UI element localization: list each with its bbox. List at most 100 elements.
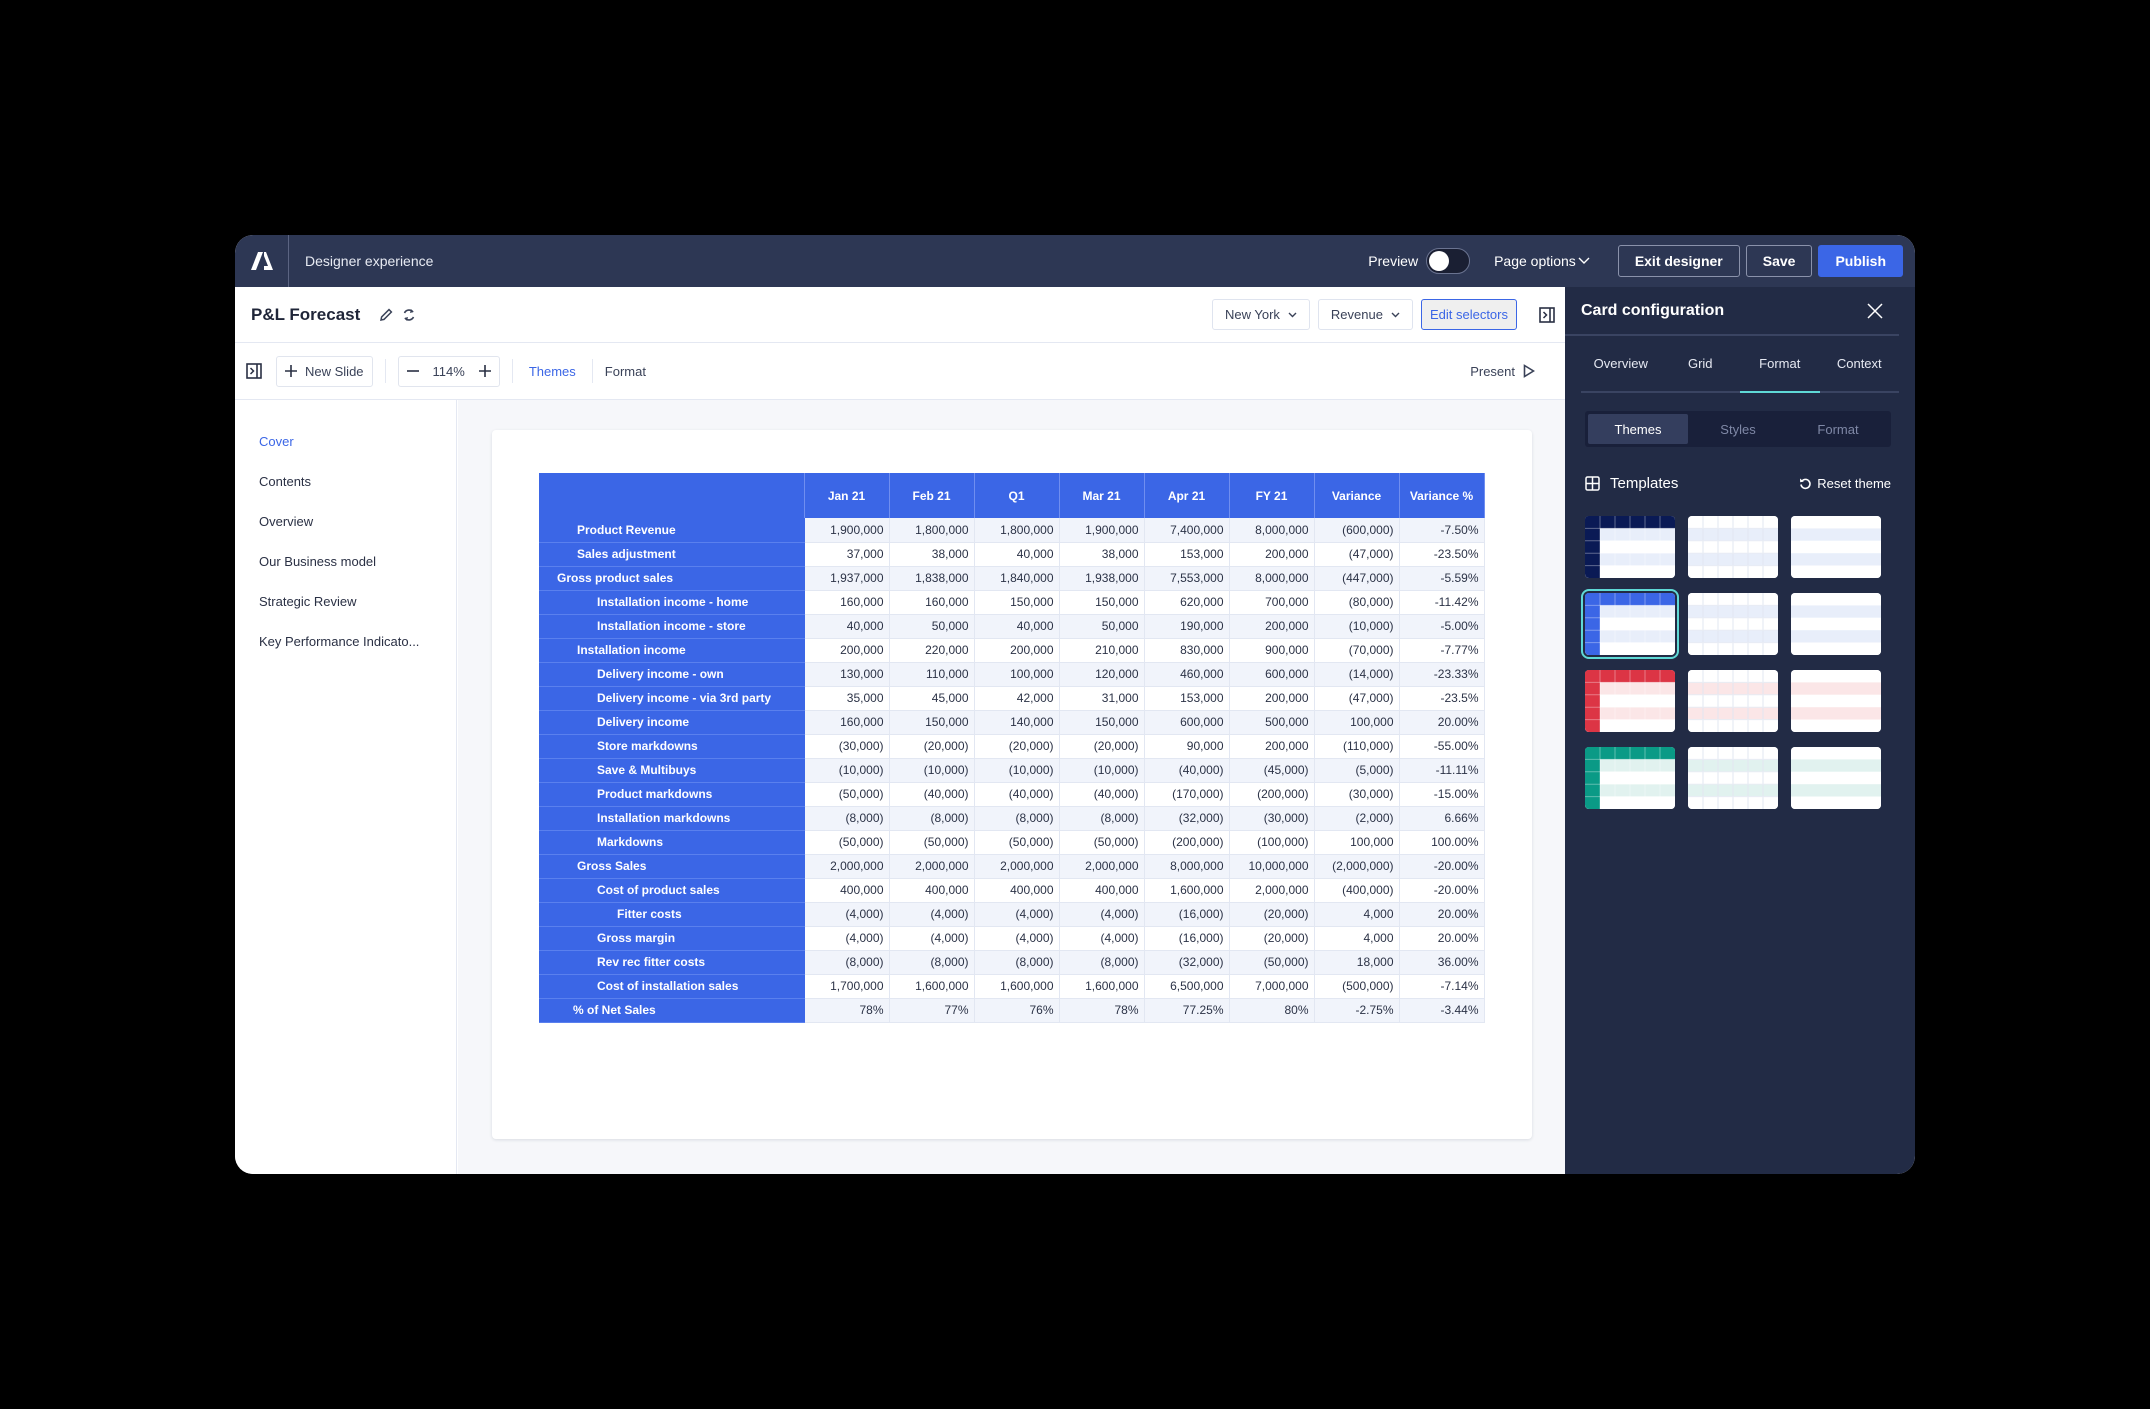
table-cell[interactable]: -20.00% bbox=[1399, 854, 1485, 879]
table-cell[interactable]: 2,000,000 bbox=[1229, 878, 1315, 903]
table-cell[interactable]: 31,000 bbox=[1059, 686, 1145, 711]
table-cell[interactable]: 78% bbox=[804, 998, 890, 1023]
table-row[interactable]: Cost of installation sales 1,700,000 1,600… bbox=[539, 974, 1485, 999]
table-cell[interactable]: 2,000,000 bbox=[804, 854, 890, 879]
table-cell[interactable]: (50,000) bbox=[804, 830, 890, 855]
zoom-out-icon[interactable] bbox=[406, 365, 419, 377]
column-header[interactable]: Mar 21 bbox=[1059, 473, 1145, 518]
table-cell[interactable]: (400,000) bbox=[1314, 878, 1400, 903]
table-cell[interactable]: 100,000 bbox=[974, 662, 1060, 687]
table-cell[interactable]: (50,000) bbox=[974, 830, 1060, 855]
table-cell[interactable]: (4,000) bbox=[1059, 926, 1145, 951]
table-cell[interactable]: 40,000 bbox=[804, 614, 890, 639]
table-cell[interactable]: (8,000) bbox=[974, 950, 1060, 975]
table-cell[interactable]: (8,000) bbox=[889, 806, 975, 831]
table-cell[interactable]: 2,000,000 bbox=[1059, 854, 1145, 879]
sidebar-item-cover[interactable]: Cover bbox=[259, 434, 294, 449]
tab-grid[interactable]: Grid bbox=[1687, 356, 1713, 371]
table-cell[interactable]: 153,000 bbox=[1144, 542, 1230, 567]
slide-card[interactable]: Jan 21 Feb 21 Q1 Mar 21 Apr 21 FY 21 Var… bbox=[492, 430, 1532, 1139]
table-cell[interactable]: (10,000) bbox=[974, 758, 1060, 783]
table-cell[interactable]: 1,838,000 bbox=[889, 566, 975, 591]
table-cell[interactable]: 8,000,000 bbox=[1229, 566, 1315, 591]
table-cell[interactable]: -7.77% bbox=[1399, 638, 1485, 663]
table-cell[interactable]: 1,937,000 bbox=[804, 566, 890, 591]
table-cell[interactable]: 76% bbox=[974, 998, 1060, 1023]
panel-toggle-icon[interactable] bbox=[1539, 306, 1555, 323]
table-row[interactable]: Delivery income 160,000 150,000 140,000 150,… bbox=[539, 710, 1485, 735]
table-cell[interactable]: 190,000 bbox=[1144, 614, 1230, 639]
table-cell[interactable]: 1,600,000 bbox=[1144, 878, 1230, 903]
table-cell[interactable]: (8,000) bbox=[1059, 950, 1145, 975]
table-cell[interactable]: (32,000) bbox=[1144, 806, 1230, 831]
column-header[interactable]: Q1 bbox=[974, 473, 1060, 518]
table-cell[interactable]: 40,000 bbox=[974, 542, 1060, 567]
table-cell[interactable]: (8,000) bbox=[804, 806, 890, 831]
template-thumbnail[interactable] bbox=[1585, 670, 1675, 732]
table-cell[interactable]: (110,000) bbox=[1314, 734, 1400, 759]
template-thumbnail[interactable] bbox=[1688, 516, 1778, 578]
metric-selector[interactable]: Revenue bbox=[1317, 299, 1413, 330]
table-cell[interactable]: 160,000 bbox=[889, 590, 975, 615]
table-cell[interactable]: (47,000) bbox=[1314, 686, 1400, 711]
column-header[interactable]: Variance bbox=[1314, 473, 1400, 518]
table-row[interactable]: Product Revenue 1,900,000 1,800,000 1,800,0… bbox=[539, 518, 1485, 543]
table-cell[interactable]: 1,840,000 bbox=[974, 566, 1060, 591]
table-cell[interactable]: 90,000 bbox=[1144, 734, 1230, 759]
table-cell[interactable]: 620,000 bbox=[1144, 590, 1230, 615]
table-cell[interactable]: 40,000 bbox=[974, 614, 1060, 639]
table-cell[interactable]: 7,553,000 bbox=[1144, 566, 1230, 591]
table-cell[interactable]: 4,000 bbox=[1314, 902, 1400, 927]
table-cell[interactable]: (4,000) bbox=[1059, 902, 1145, 927]
table-cell[interactable]: -15.00% bbox=[1399, 782, 1485, 807]
table-cell[interactable]: 6,500,000 bbox=[1144, 974, 1230, 999]
segment-format[interactable]: Format bbox=[1817, 421, 1859, 437]
present-button[interactable]: Present bbox=[1470, 364, 1535, 379]
table-cell[interactable]: -3.44% bbox=[1399, 998, 1485, 1023]
template-thumbnail[interactable] bbox=[1688, 593, 1778, 655]
table-cell[interactable]: (10,000) bbox=[1059, 758, 1145, 783]
table-cell[interactable]: (20,000) bbox=[889, 734, 975, 759]
template-thumbnail[interactable] bbox=[1791, 747, 1881, 809]
table-cell[interactable]: 200,000 bbox=[1229, 734, 1315, 759]
table-cell[interactable]: 600,000 bbox=[1144, 710, 1230, 735]
template-thumbnail[interactable] bbox=[1791, 593, 1881, 655]
table-cell[interactable]: 210,000 bbox=[1059, 638, 1145, 663]
table-cell[interactable]: 8,000,000 bbox=[1229, 518, 1315, 543]
template-thumbnail[interactable] bbox=[1688, 670, 1778, 732]
table-cell[interactable]: 110,000 bbox=[889, 662, 975, 687]
table-cell[interactable]: (170,000) bbox=[1144, 782, 1230, 807]
table-cell[interactable]: (20,000) bbox=[1229, 926, 1315, 951]
table-cell[interactable]: -20.00% bbox=[1399, 878, 1485, 903]
table-cell[interactable]: 80% bbox=[1229, 998, 1315, 1023]
preview-toggle[interactable] bbox=[1426, 248, 1471, 274]
table-cell[interactable]: 1,938,000 bbox=[1059, 566, 1145, 591]
table-cell[interactable]: (8,000) bbox=[974, 806, 1060, 831]
table-cell[interactable]: 37,000 bbox=[804, 542, 890, 567]
column-header[interactable]: Apr 21 bbox=[1144, 473, 1230, 518]
refresh-icon[interactable] bbox=[402, 307, 416, 323]
table-row[interactable]: % of Net Sales 78% 77% 76% 78% 77.25% 80% -2.75… bbox=[539, 998, 1485, 1023]
table-cell[interactable]: (20,000) bbox=[1059, 734, 1145, 759]
table-cell[interactable]: 1,800,000 bbox=[974, 518, 1060, 543]
new-slide-button[interactable]: New Slide bbox=[276, 355, 373, 387]
table-row[interactable]: Gross margin (4,000) (4,000) (4,000) (4,000)… bbox=[539, 926, 1485, 951]
table-cell[interactable]: -2.75% bbox=[1314, 998, 1400, 1023]
zoom-in-icon[interactable] bbox=[478, 365, 491, 377]
table-row[interactable]: Fitter costs (4,000) (4,000) (4,000) (4,000)… bbox=[539, 902, 1485, 927]
tab-context[interactable]: Context bbox=[1836, 356, 1882, 371]
table-cell[interactable]: (500,000) bbox=[1314, 974, 1400, 999]
table-cell[interactable]: 38,000 bbox=[889, 542, 975, 567]
table-cell[interactable]: (8,000) bbox=[889, 950, 975, 975]
table-cell[interactable]: 6.66% bbox=[1399, 806, 1485, 831]
table-cell[interactable]: 200,000 bbox=[1229, 614, 1315, 639]
table-cell[interactable]: (5,000) bbox=[1314, 758, 1400, 783]
table-cell[interactable]: 600,000 bbox=[1229, 662, 1315, 687]
tab-overview[interactable]: Overview bbox=[1593, 356, 1648, 371]
table-cell[interactable]: 2,000,000 bbox=[889, 854, 975, 879]
column-header[interactable]: Jan 21 bbox=[804, 473, 890, 518]
table-cell[interactable]: 78% bbox=[1059, 998, 1145, 1023]
sidebar-item-kpi[interactable]: Key Performance Indicato... bbox=[259, 634, 420, 649]
table-cell[interactable]: -11.11% bbox=[1399, 758, 1485, 783]
table-row[interactable]: Rev rec fitter costs (8,000) (8,000) (8,000… bbox=[539, 950, 1485, 975]
